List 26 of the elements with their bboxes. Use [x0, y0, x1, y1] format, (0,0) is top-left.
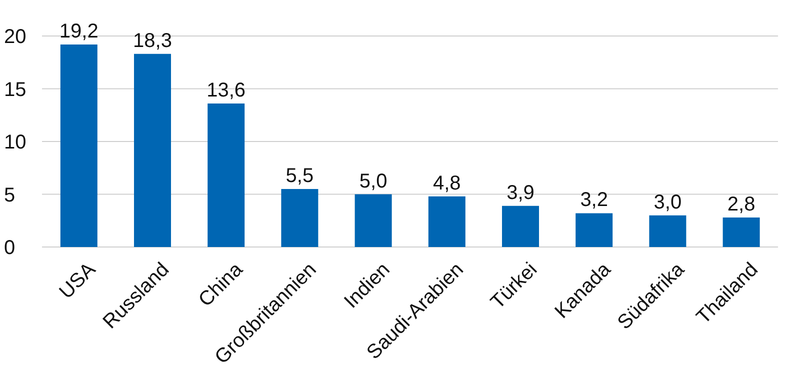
bar — [208, 104, 245, 247]
bar — [428, 196, 466, 247]
data-label: 3,0 — [654, 191, 682, 214]
bar — [134, 54, 171, 247]
y-tick-label: 15 — [4, 78, 26, 101]
y-tick-label: 5 — [4, 184, 16, 206]
data-label: 5,5 — [286, 164, 314, 187]
data-label: 19,2 — [59, 20, 98, 42]
bar — [60, 44, 98, 247]
data-label: 13,6 — [206, 80, 246, 102]
bar — [649, 215, 686, 247]
bar — [354, 194, 392, 247]
data-label: 4,8 — [432, 172, 461, 194]
y-tick-label: 10 — [4, 132, 26, 154]
bar — [576, 213, 613, 247]
y-tick-label: 20 — [4, 26, 26, 48]
x-tick-label: USA — [55, 258, 100, 304]
data-label: 3,9 — [506, 182, 534, 204]
data-label: 2,8 — [727, 193, 756, 216]
bar — [722, 217, 760, 247]
bar — [502, 206, 539, 247]
data-label: 3,2 — [580, 189, 608, 212]
y-tick-label: 0 — [4, 237, 16, 260]
data-label: 18,3 — [133, 30, 172, 52]
data-label: 5,0 — [359, 170, 388, 192]
bar — [281, 188, 318, 247]
